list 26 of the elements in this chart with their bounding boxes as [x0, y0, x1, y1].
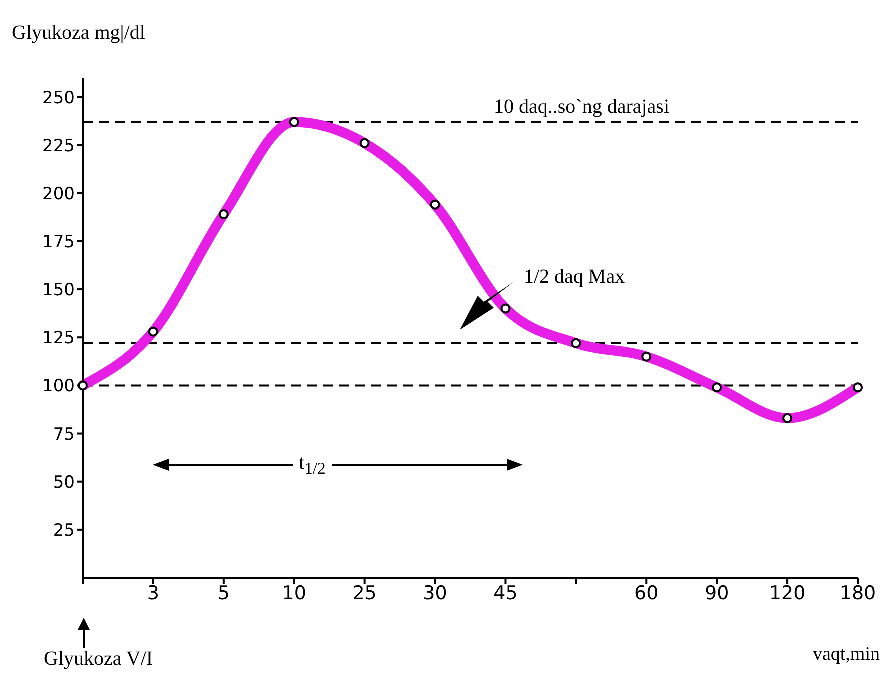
- y-tick-label: 150: [42, 280, 75, 301]
- x-tick-label: 25: [352, 582, 377, 604]
- x-tick-label: 30: [423, 582, 448, 604]
- annotation: 1/2 daq Max: [518, 266, 632, 289]
- x-tick-label: 45: [494, 582, 518, 604]
- annotation: t$_{1/2}$: [293, 452, 332, 479]
- y-tick-label: 200: [42, 184, 75, 204]
- x-tick-label: 120: [769, 582, 806, 604]
- y-axis-title: Glyukoza mg|/dl: [12, 22, 146, 45]
- y-tick-label: 175: [42, 232, 75, 252]
- y-tick-label: 25: [53, 520, 75, 541]
- x-tick-label: 3: [147, 582, 160, 604]
- y-tick-label: 50: [53, 472, 75, 493]
- y-tick-label: 125: [42, 328, 75, 349]
- y-tick-label: 100: [42, 376, 75, 397]
- annotation: 10 daq..so`ng darajasi: [488, 96, 676, 119]
- y-tick-label: 225: [42, 136, 75, 156]
- y-tick-label: 75: [53, 424, 75, 445]
- text: Glyukoza V/I: [38, 648, 160, 671]
- y-tick-label: 250: [42, 88, 75, 108]
- x-tick-label: 10: [282, 582, 306, 604]
- x-tick-label: 60: [634, 582, 659, 604]
- x-tick-label: 90: [704, 582, 730, 604]
- x-tick-label: 5: [218, 582, 230, 604]
- x-axis-title: vaqt,min: [812, 644, 880, 666]
- x-tick-label: 180: [840, 582, 876, 604]
